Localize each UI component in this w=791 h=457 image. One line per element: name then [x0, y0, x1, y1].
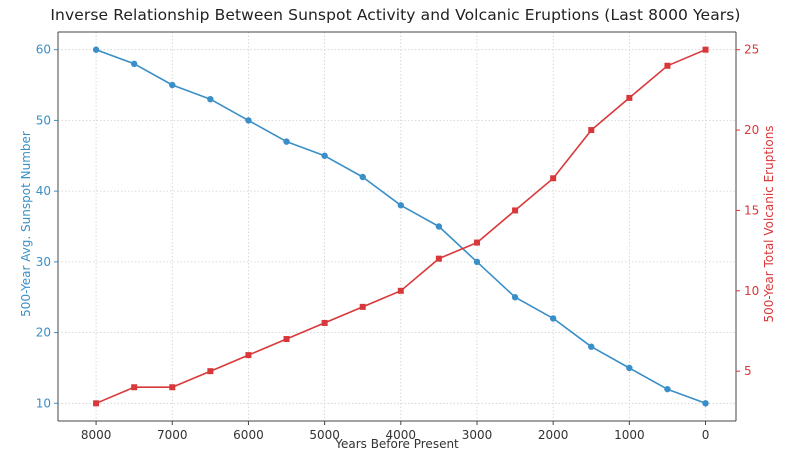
x-tick-label: 4000 [386, 428, 417, 442]
sunspot-number-point [511, 294, 519, 301]
volcanic-eruptions-point [207, 368, 214, 375]
x-tick-label: 3000 [462, 428, 493, 442]
volcanic-eruptions-point [626, 94, 633, 101]
x-tick-label: 6000 [233, 428, 264, 442]
x-tick-label: 2000 [538, 428, 569, 442]
x-axis-label: Years Before Present [334, 437, 459, 451]
volcanic-eruptions-point [245, 352, 252, 359]
x-tick-label: 1000 [614, 428, 645, 442]
volcanic-eruptions-point [550, 175, 557, 182]
left-y-tick-label: 20 [36, 326, 51, 340]
volcanic-eruptions-point [588, 127, 595, 134]
plot-frame [57, 31, 737, 422]
volcanic-eruptions-point [435, 255, 442, 262]
sunspot-number-point [359, 173, 366, 181]
x-tick-label: 7000 [157, 428, 188, 442]
volcanic-eruptions-point [473, 239, 480, 246]
volcanic-eruptions-point [512, 207, 519, 214]
left-y-axis-label: 500-Year Avg. Sunspot Number [19, 131, 33, 317]
left-y-tick-label: 60 [36, 43, 51, 57]
left-y-tick-label: 40 [36, 184, 51, 198]
chart-title: Inverse Relationship Between Sunspot Act… [50, 6, 741, 24]
right-y-tick-label: 10 [744, 284, 759, 298]
sunspot-number-point [245, 117, 252, 124]
sunspot-number-point [397, 202, 405, 209]
x-tick-label: 5000 [309, 428, 340, 442]
volcanic-eruptions-point [397, 287, 404, 294]
left-y-tick-label: 50 [36, 113, 51, 127]
sunspot-number-point [435, 223, 443, 230]
sunspot-number-point [664, 385, 671, 393]
right-y-tick-label: 25 [744, 43, 759, 57]
volcanic-eruptions-point [702, 46, 709, 53]
volcanic-eruptions-point [169, 384, 176, 391]
sunspot-number-point [702, 400, 709, 407]
right-y-tick-label: 15 [744, 203, 759, 217]
sunspot-number-point [321, 152, 328, 159]
sunspot-number-point [207, 95, 214, 103]
sunspot-number-point [473, 258, 481, 266]
right-y-tick-label: 20 [744, 123, 759, 137]
volcanic-eruptions-point [283, 336, 290, 343]
sunspot-number-point [92, 46, 100, 53]
x-tick-label: 0 [702, 428, 710, 442]
volcanic-eruptions-point [321, 319, 328, 326]
grid-lines [58, 32, 736, 421]
left-y-tick-label: 10 [36, 396, 51, 410]
volcanic-eruptions-point [131, 384, 138, 391]
axis-ticks: 8000 7000 6000 5000 4000 3000 2000 1000 0 10 20 30 4… [36, 43, 760, 442]
volcanic-eruptions-point [664, 62, 671, 69]
sunspot-number-point [588, 343, 595, 350]
volcanic-eruptions-point [359, 303, 366, 310]
right-y-tick-label: 5 [744, 364, 752, 378]
sunspot-number-point [130, 60, 138, 68]
sunspot-number-point [626, 364, 633, 372]
sunspot-number-point [169, 81, 176, 89]
x-tick-label: 8000 [81, 428, 112, 442]
series-layer [92, 46, 709, 407]
sunspot-number-point [283, 138, 290, 145]
sunspot-number-point [549, 315, 557, 322]
left-y-tick-label: 30 [36, 255, 51, 269]
volcanic-eruptions-point [93, 400, 100, 407]
right-y-axis-label: 500-Year Total Volcanic Eruptions [762, 125, 776, 322]
